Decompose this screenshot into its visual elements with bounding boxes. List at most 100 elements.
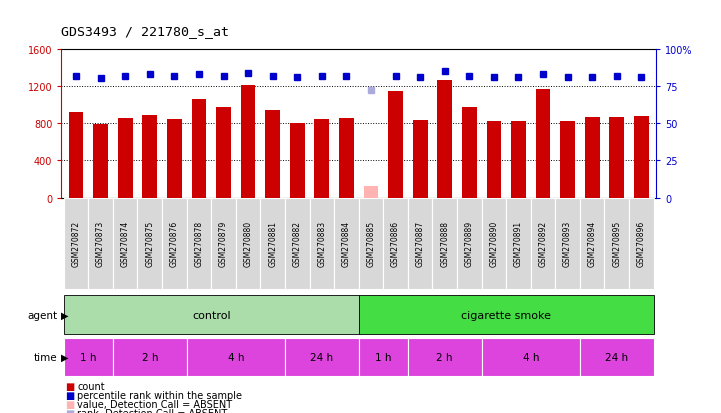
Bar: [433, 198, 457, 289]
Text: 2 h: 2 h: [436, 352, 453, 362]
Bar: [359, 198, 384, 289]
Text: GSM270876: GSM270876: [170, 221, 179, 267]
Text: GSM270892: GSM270892: [539, 221, 547, 267]
Bar: [580, 198, 604, 289]
Text: GSM270872: GSM270872: [71, 221, 81, 267]
Bar: [506, 198, 531, 289]
Text: GSM270879: GSM270879: [219, 221, 228, 267]
Text: GSM270874: GSM270874: [120, 221, 130, 267]
Bar: [531, 198, 555, 289]
Bar: [629, 198, 654, 289]
Text: GSM270894: GSM270894: [588, 221, 597, 267]
Bar: [285, 339, 359, 376]
Bar: [265, 111, 280, 198]
Text: 4 h: 4 h: [523, 352, 539, 362]
Bar: [560, 122, 575, 198]
Bar: [363, 186, 379, 198]
Bar: [536, 90, 550, 198]
Text: GSM270895: GSM270895: [612, 221, 622, 267]
Text: GSM270884: GSM270884: [342, 221, 351, 267]
Text: 24 h: 24 h: [310, 352, 333, 362]
Bar: [634, 116, 649, 198]
Bar: [138, 198, 162, 289]
Text: ■: ■: [65, 381, 74, 391]
Text: 1 h: 1 h: [80, 352, 97, 362]
Bar: [339, 118, 354, 198]
Text: GSM270887: GSM270887: [415, 221, 425, 267]
Bar: [585, 117, 600, 198]
Bar: [438, 81, 452, 198]
Bar: [162, 198, 187, 289]
Text: ■: ■: [65, 390, 74, 400]
Bar: [93, 125, 108, 198]
Bar: [63, 295, 359, 335]
Text: ■: ■: [65, 399, 74, 409]
Bar: [68, 113, 84, 198]
Bar: [555, 198, 580, 289]
Bar: [236, 198, 260, 289]
Text: GSM270890: GSM270890: [490, 221, 498, 267]
Text: 24 h: 24 h: [605, 352, 628, 362]
Bar: [384, 198, 408, 289]
Bar: [604, 198, 629, 289]
Bar: [408, 198, 433, 289]
Bar: [309, 198, 334, 289]
Text: time: time: [34, 352, 58, 362]
Text: 4 h: 4 h: [228, 352, 244, 362]
Text: GSM270880: GSM270880: [244, 221, 252, 267]
Text: cigarette smoke: cigarette smoke: [461, 310, 551, 320]
Bar: [482, 198, 506, 289]
Text: GSM270873: GSM270873: [96, 221, 105, 267]
Text: value, Detection Call = ABSENT: value, Detection Call = ABSENT: [77, 399, 232, 409]
Bar: [482, 339, 580, 376]
Bar: [412, 121, 428, 198]
Text: percentile rank within the sample: percentile rank within the sample: [77, 390, 242, 400]
Bar: [88, 198, 113, 289]
Text: agent: agent: [27, 310, 58, 320]
Bar: [359, 339, 408, 376]
Text: ■: ■: [65, 408, 74, 413]
Bar: [216, 108, 231, 198]
Text: count: count: [77, 381, 105, 391]
Text: GSM270882: GSM270882: [293, 221, 302, 267]
Bar: [388, 91, 403, 198]
Bar: [187, 339, 285, 376]
Bar: [359, 295, 654, 335]
Bar: [63, 198, 88, 289]
Text: GSM270891: GSM270891: [514, 221, 523, 267]
Bar: [187, 198, 211, 289]
Text: 2 h: 2 h: [141, 352, 158, 362]
Bar: [511, 122, 526, 198]
Bar: [334, 198, 358, 289]
Bar: [285, 198, 309, 289]
Bar: [408, 339, 482, 376]
Bar: [211, 198, 236, 289]
Bar: [457, 198, 482, 289]
Text: GSM270886: GSM270886: [391, 221, 400, 267]
Text: GSM270875: GSM270875: [145, 221, 154, 267]
Text: rank, Detection Call = ABSENT: rank, Detection Call = ABSENT: [77, 408, 227, 413]
Text: ▶: ▶: [61, 310, 68, 320]
Bar: [487, 122, 501, 198]
Text: GSM270885: GSM270885: [366, 221, 376, 267]
Text: GSM270883: GSM270883: [317, 221, 327, 267]
Bar: [290, 124, 304, 198]
Bar: [260, 198, 285, 289]
Bar: [113, 339, 187, 376]
Text: GSM270888: GSM270888: [441, 221, 449, 267]
Bar: [462, 108, 477, 198]
Bar: [118, 118, 133, 198]
Bar: [609, 117, 624, 198]
Bar: [580, 339, 654, 376]
Bar: [63, 339, 113, 376]
Text: GSM270889: GSM270889: [465, 221, 474, 267]
Text: 1 h: 1 h: [375, 352, 392, 362]
Bar: [142, 116, 157, 198]
Text: GDS3493 / 221780_s_at: GDS3493 / 221780_s_at: [61, 25, 229, 38]
Bar: [113, 198, 138, 289]
Text: GSM270893: GSM270893: [563, 221, 572, 267]
Text: GSM270881: GSM270881: [268, 221, 277, 267]
Bar: [167, 119, 182, 198]
Bar: [241, 86, 255, 198]
Text: GSM270878: GSM270878: [195, 221, 203, 267]
